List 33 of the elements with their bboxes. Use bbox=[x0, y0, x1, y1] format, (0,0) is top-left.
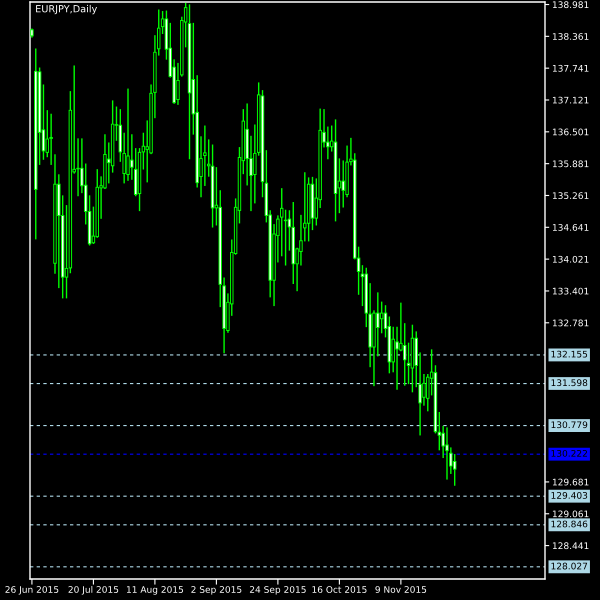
ref-line-label: 129.403 bbox=[552, 492, 588, 499]
x-tick-label: 11 Aug 2015 bbox=[126, 586, 184, 595]
x-tick-label: 26 Jun 2015 bbox=[5, 586, 58, 595]
y-tick-label: 129.061 bbox=[552, 510, 588, 518]
y-tick-label: 138.361 bbox=[552, 33, 588, 40]
ref-line-label: 128.846 bbox=[552, 520, 588, 528]
chart-title: EURJPY,Daily bbox=[36, 4, 98, 14]
ref-line-label: 128.027 bbox=[552, 562, 588, 570]
x-tick-label: 20 Jul 2015 bbox=[68, 586, 118, 595]
ref-line-label: 130.222 bbox=[552, 450, 587, 457]
ref-line-label: 132.155 bbox=[552, 350, 588, 358]
x-tick-label: 9 Nov 2015 bbox=[375, 586, 426, 593]
y-tick-label: 134.641 bbox=[552, 224, 588, 231]
x-tick-label: 24 Sep 2015 bbox=[250, 586, 306, 595]
y-tick-label: 132.781 bbox=[552, 320, 588, 326]
x-tick-label: 2 Sep 2015 bbox=[191, 586, 242, 595]
x-tick-label: 16 Oct 2015 bbox=[312, 586, 366, 593]
y-tick-label: 138.981 bbox=[552, 1, 588, 8]
ref-line-label: 130.779 bbox=[552, 421, 588, 428]
y-tick-label: 135.881 bbox=[552, 160, 588, 168]
y-tick-label: 135.261 bbox=[552, 192, 588, 200]
candlestick bbox=[445, 427, 449, 480]
y-tick-label: 129.681 bbox=[552, 478, 588, 486]
y-tick-label: 128.441 bbox=[552, 542, 588, 550]
y-tick-label: 134.021 bbox=[552, 256, 588, 263]
candlestick bbox=[380, 302, 384, 334]
y-tick-label: 136.501 bbox=[552, 128, 588, 136]
y-tick-label: 137.121 bbox=[552, 96, 588, 104]
y-tick-label: 137.741 bbox=[552, 64, 588, 72]
candlestick bbox=[49, 114, 53, 165]
candlestick bbox=[376, 292, 380, 356]
y-tick-label: 133.401 bbox=[552, 288, 588, 295]
ref-line-label: 131.598 bbox=[552, 379, 588, 386]
